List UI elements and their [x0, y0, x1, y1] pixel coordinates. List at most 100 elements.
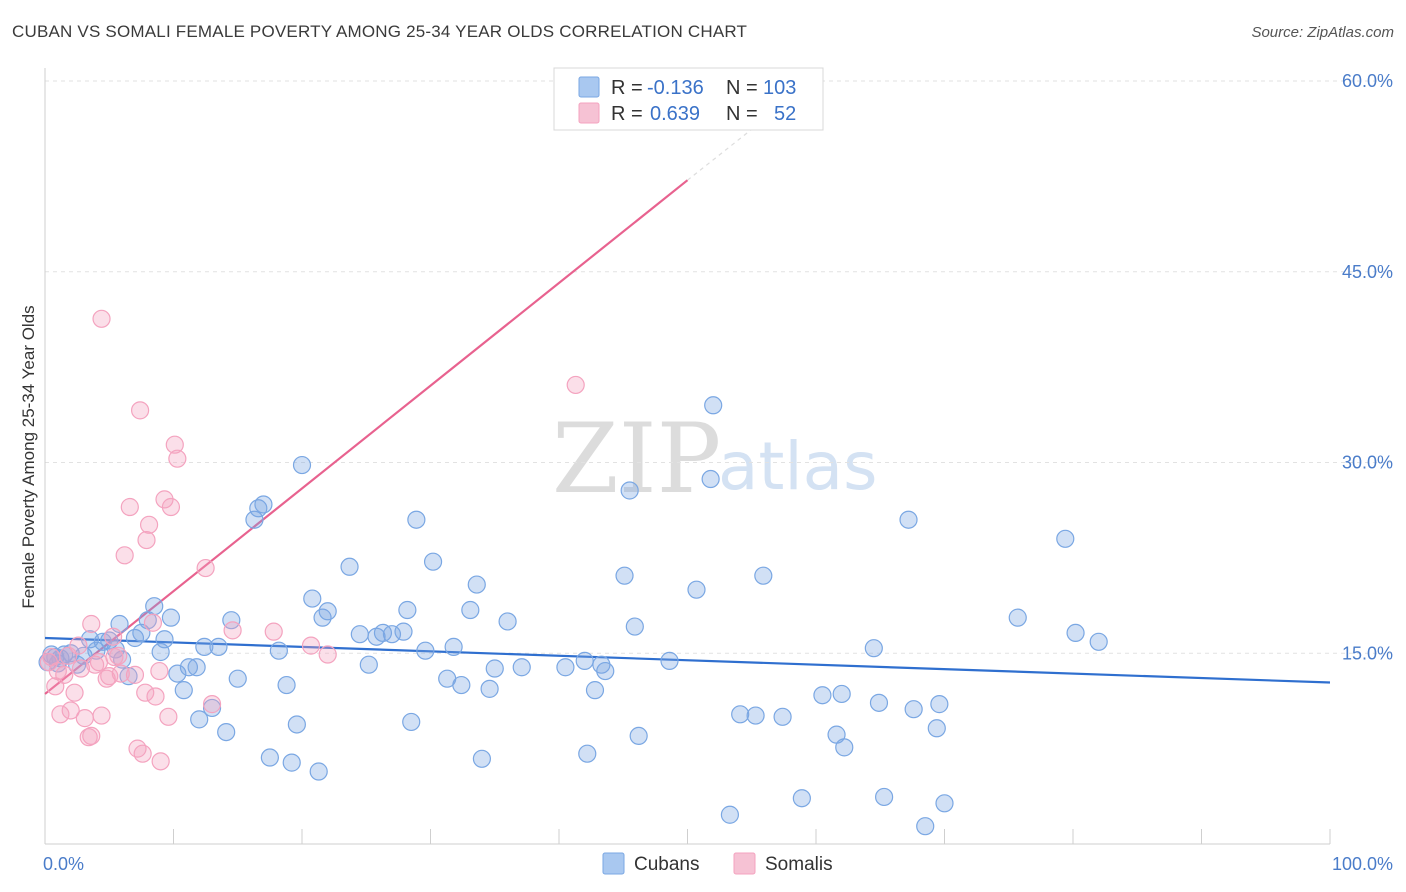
somalis-point-38	[155, 490, 174, 509]
cubans-point-41	[282, 753, 301, 772]
somalis-point-26	[120, 497, 139, 517]
cubans-point-27	[187, 658, 206, 677]
correlation-legend: R = -0.136 N = 103 R = 0.639 N = 52	[553, 67, 824, 131]
somalis-point-24	[111, 664, 130, 683]
cubans-point-79	[629, 726, 648, 746]
cubans-point-57	[407, 510, 426, 529]
x-tick-label-1: 100.0%	[1332, 854, 1393, 874]
somalis-trend-extension	[687, 128, 753, 181]
somalis-point-11	[75, 709, 94, 728]
somalis-point-32	[137, 530, 156, 550]
somalis-point-47	[301, 636, 321, 655]
cubans-point-45	[309, 762, 328, 781]
somalis-point-10	[71, 659, 91, 678]
cubans-point-87	[754, 566, 773, 585]
legend-swatch-somalis	[578, 102, 600, 124]
legend-n-label-1: N =	[726, 103, 758, 125]
cubans-point-56	[402, 712, 421, 732]
cubans-point-77	[620, 481, 639, 500]
somalis-point-40	[161, 497, 181, 517]
axis-layer: 15.0% 30.0% 45.0% 60.0% 0.0% 100.0%	[43, 68, 1393, 874]
somalis-point-45	[223, 621, 242, 640]
cubans-point-42	[287, 715, 306, 734]
somalis-point-41	[165, 435, 184, 454]
cubans-point-10	[87, 641, 106, 660]
somalis-point-7	[61, 701, 80, 720]
somalis-point-34	[143, 613, 163, 632]
cubans-point-100	[927, 719, 946, 738]
cubans-point-48	[340, 557, 359, 576]
cubans-point-24	[168, 664, 187, 683]
somalis-point-30	[133, 744, 152, 763]
cubans-point-64	[467, 575, 486, 594]
legend-r-value-0: -0.136	[647, 77, 704, 99]
cubans-point-98	[904, 700, 923, 719]
somalis-point-36	[150, 661, 169, 681]
cubans-point-55	[398, 600, 417, 620]
series-legend-label-cubans: Cubans	[634, 854, 700, 875]
legend-r-value-1: 0.639	[650, 103, 700, 125]
somalis-point-5	[55, 665, 74, 684]
cubans-point-83	[704, 396, 723, 415]
legend-n-label-0: N =	[726, 77, 758, 99]
somalis-point-14	[82, 726, 101, 746]
cubans-point-71	[575, 651, 594, 670]
cubans-point-31	[209, 637, 228, 656]
cubans-point-50	[359, 655, 378, 674]
legend-n-value-1: 52	[774, 103, 796, 125]
x-tick-label-0: 0.0%	[43, 854, 84, 874]
somalis-point-8	[65, 683, 84, 702]
watermark: ZIP atlas	[552, 403, 878, 515]
cubans-point-86	[746, 706, 765, 725]
cubans-point-43	[292, 455, 312, 475]
somalis-point-20	[100, 667, 119, 686]
cubans-point-47	[318, 602, 337, 621]
cubans-point-105	[1066, 623, 1085, 643]
somalis-point-46	[264, 622, 283, 641]
somalis-point-37	[151, 752, 170, 771]
somalis-point-43	[196, 558, 215, 578]
cubans-point-101	[930, 695, 949, 714]
legend-n-value-0: 103	[763, 77, 796, 99]
cubans-point-25	[174, 681, 193, 700]
cubans-point-34	[228, 669, 247, 688]
somalis-point-19	[97, 669, 116, 688]
y-tick-label-0: 15.0%	[1342, 643, 1393, 663]
cubans-point-22	[155, 630, 174, 649]
page-title: CUBAN VS SOMALI FEMALE POVERTY AMONG 25-…	[12, 22, 748, 41]
cubans-point-96	[875, 787, 894, 807]
series-legend-swatch-cubans	[602, 852, 625, 875]
somalis-trend-line	[44, 179, 689, 695]
watermark-atlas: atlas	[718, 428, 878, 505]
cubans-point-37	[254, 495, 273, 514]
cubans-point-81	[687, 580, 706, 599]
cubans-point-38	[260, 748, 279, 767]
somalis-point-31	[136, 683, 155, 702]
cubans-point-39	[269, 641, 288, 660]
cubans-point-84	[720, 805, 740, 824]
points-layer	[38, 93, 1108, 836]
cubans-point-72	[578, 744, 597, 763]
somalis-point-16	[89, 653, 109, 672]
cubans-point-69	[512, 658, 531, 677]
trend-layer	[44, 128, 1331, 695]
somalis-point-23	[109, 646, 128, 665]
cubans-point-58	[416, 641, 435, 660]
cubans-point-70	[556, 658, 575, 677]
y-tick-label-1: 30.0%	[1342, 453, 1393, 473]
somalis-point-18	[92, 706, 111, 725]
legend-r-label-1: R =	[611, 103, 643, 125]
somalis-point-35	[146, 687, 165, 706]
cubans-point-92	[835, 738, 854, 757]
y-axis-title: Female Poverty Among 25-34 Year Olds	[19, 305, 38, 608]
series-points-somalis	[39, 93, 592, 771]
y-tick-label-3: 60.0%	[1342, 71, 1393, 91]
cubans-point-60	[444, 637, 463, 656]
somalis-point-49	[566, 375, 585, 395]
somalis-point-21	[104, 627, 123, 646]
cubans-point-26	[179, 658, 199, 677]
somalis-point-4	[51, 705, 70, 724]
cubans-point-78	[625, 617, 644, 636]
cubans-point-89	[792, 789, 811, 808]
legend-swatch-cubans	[578, 76, 600, 98]
